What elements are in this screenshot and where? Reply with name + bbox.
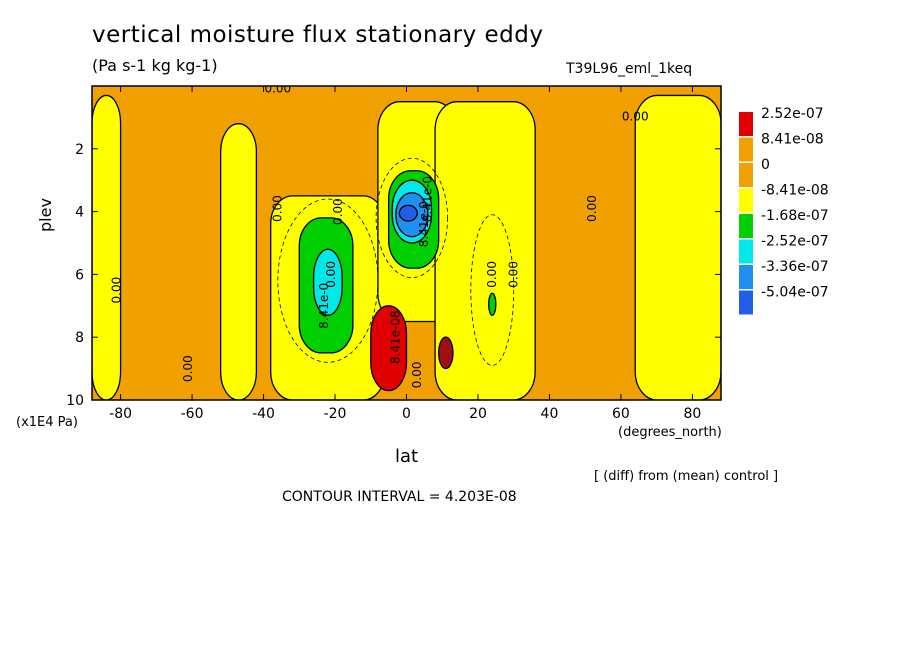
contour-region-2 [220,123,258,400]
legend-label-7: -5.04e-07 [761,285,829,301]
y-tick-label-1: 4 [75,205,84,221]
legend-swatch-6 [739,265,753,289]
legend-label-1: 8.41e-08 [761,132,824,148]
run-label: T39L96_eml_1keq [566,61,693,77]
color-legend: 2.52e-07 8.41e-08 0 -8.41e-08 -1.68e-07 -2.52… [739,106,829,315]
legend-label-4: -1.68e-07 [761,208,829,224]
legend-swatch-4 [739,214,753,238]
axes: -80 -60 -40 -20 0 20 40 60 80 2 4 6 8 10 [66,86,721,422]
x-tick-label-6: 40 [541,406,559,422]
chart-title: vertical moisture flux stationary eddy [92,22,544,48]
legend-label-5: -2.52e-07 [761,234,829,250]
legend-swatch-3 [739,188,753,213]
contour-label-11: 8.41e-0 [317,283,331,329]
contour-region-12 [398,204,418,222]
contour-label-3: 0.00 [270,195,284,222]
contour-label-1: 0.00 [264,81,291,95]
contour-label-14: 8.41e-0 [417,201,431,247]
x-tick-label-0: -80 [109,406,132,422]
diff-note: [ (diff) from (mean) control ] [594,469,779,484]
contour-region-14 [370,305,408,392]
legend-label-3: -8.41e-08 [761,183,829,199]
x-tick-label-2: -40 [252,406,275,422]
x-tick-label-5: 20 [469,406,487,422]
legend-swatch-5 [739,239,753,264]
x-tick-label-7: 60 [612,406,630,422]
contour-label-7: 0.00 [585,195,599,222]
plot-area: 0.00 0.00 0.00 0.00 0.00 0.00 0.00 0.00 0.00 0.00… [92,81,721,400]
contour-region-1 [92,94,122,400]
dashed-contour-1 [375,157,448,278]
legend-label-0: 2.52e-07 [761,106,824,122]
contour-interval: CONTOUR INTERVAL = 4.203E-08 [282,489,517,505]
x-tick-label-4: 0 [402,406,411,422]
dashed-contour-0 [277,198,379,363]
contour-label-5: 0.00 [485,261,499,288]
y-tick-label-3: 8 [75,330,84,346]
chart-units: (Pa s-1 kg kg-1) [92,56,218,75]
x-axis-label: lat [395,446,419,467]
y-tick-label-4: 10 [66,393,84,409]
y-tick-label-2: 6 [75,267,84,283]
legend-label-6: -3.36e-07 [761,259,829,275]
legend-swatch-0 [739,112,753,136]
contour-label-6: 0.00 [506,261,520,288]
contour-label-10: 0.00 [410,362,424,389]
contour-label-12: 8.41e-0 [421,176,435,222]
contour-label-8: 0.00 [622,110,649,124]
contour-region-13 [488,292,497,316]
dashed-contour-2 [470,214,515,366]
contour-label-2: 0.00 [181,355,195,382]
contour-label-13: 8.41e-08 [388,310,402,364]
legend-swatch-2 [739,163,753,187]
contour-region-15 [438,336,454,370]
legend-swatch-1 [739,137,753,162]
x-tick-label-3: -20 [324,406,347,422]
x-tick-label-1: -60 [181,406,204,422]
x-axis-unit: (degrees_north) [618,425,722,440]
y-axis-unit: (x1E4 Pa) [16,415,78,430]
legend-swatch-7 [739,290,753,315]
contour-label-0: 0.00 [110,277,124,304]
contour-label-4: 0.00 [331,198,345,225]
contour-label-9: 0.00 [324,261,338,288]
x-tick-label-8: 80 [683,406,701,422]
legend-label-2: 0 [761,157,770,173]
y-tick-label-0: 2 [75,142,84,158]
contour-region-8 [312,248,343,316]
contour-region-6 [634,94,721,400]
